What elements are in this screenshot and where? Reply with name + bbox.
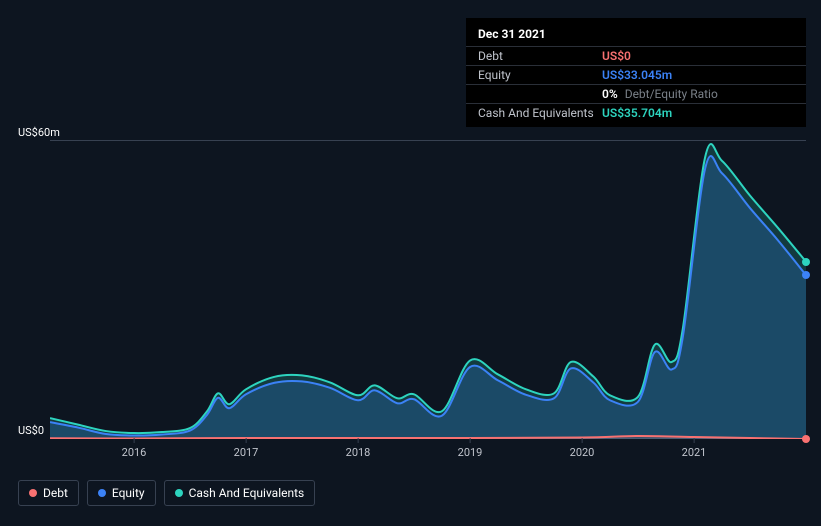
legend-swatch	[175, 489, 183, 497]
chart-series-area	[50, 156, 806, 439]
tooltip-row-value: 0% Debt/Equity Ratio	[602, 87, 794, 101]
tooltip-row-label: Equity	[478, 68, 602, 82]
tooltip-row: DebtUS$0	[466, 46, 806, 65]
chart-legend: Debt Equity Cash And Equivalents	[18, 480, 315, 506]
x-axis-tick: 2018	[346, 446, 371, 459]
tooltip-row-label: Cash And Equivalents	[478, 106, 602, 120]
legend-item[interactable]: Debt	[18, 480, 79, 506]
chart-tooltip: Dec 31 2021 DebtUS$0EquityUS$33.045m0% D…	[466, 18, 806, 127]
x-axis-tick: 2017	[234, 446, 259, 459]
tooltip-row-value: US$0	[602, 49, 794, 63]
tooltip-row-label: Debt	[478, 49, 602, 63]
debt-equity-chart: US$60mUS$0 201620172018201920202021	[18, 120, 806, 440]
chart-x-axis: 2016 2017 2018 2019 2020 2021	[50, 446, 806, 464]
tooltip-date: Dec 31 2021	[466, 27, 806, 46]
x-axis-tick: 2021	[682, 446, 707, 459]
legend-swatch	[29, 489, 37, 497]
tooltip-row-suffix: Debt/Equity Ratio	[622, 87, 718, 101]
y-axis-tick: US$60m	[18, 126, 60, 139]
x-axis-tick: 2020	[570, 446, 595, 459]
x-axis-tick: 2016	[122, 446, 147, 459]
tooltip-row: 0% Debt/Equity Ratio	[466, 84, 806, 103]
legend-item[interactable]: Cash And Equivalents	[164, 480, 316, 506]
x-axis-tick: 2019	[458, 446, 483, 459]
legend-swatch	[98, 489, 106, 497]
series-end-dot	[802, 271, 810, 279]
tooltip-row: EquityUS$33.045m	[466, 65, 806, 84]
legend-label: Equity	[112, 486, 145, 500]
series-end-dot	[802, 258, 810, 266]
series-end-dot	[802, 435, 810, 443]
legend-item[interactable]: Equity	[87, 480, 156, 506]
legend-label: Debt	[43, 486, 68, 500]
legend-label: Cash And Equivalents	[189, 486, 305, 500]
y-axis-tick: US$0	[18, 424, 44, 437]
chart-plot-area[interactable]	[50, 140, 806, 438]
tooltip-row-value: US$33.045m	[602, 68, 794, 82]
tooltip-row-value: US$35.704m	[602, 106, 794, 120]
